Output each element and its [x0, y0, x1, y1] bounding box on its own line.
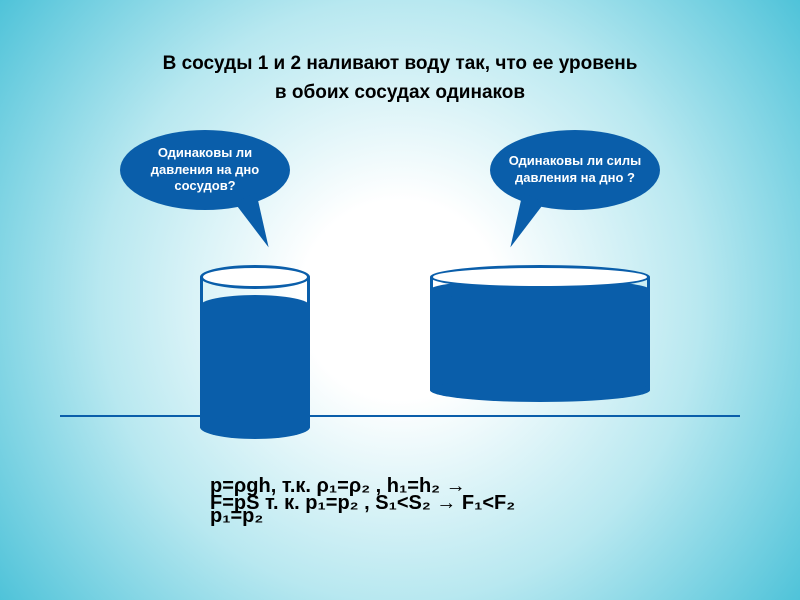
title-line-1: В сосуды 1 и 2 наливают воду так, что ее… — [163, 53, 638, 74]
vessel-1-base — [200, 415, 310, 439]
bubble-right-text: Одинаковы ли силы давления на дно ? — [500, 153, 650, 187]
ground-line — [60, 415, 740, 417]
vessel-1-water-surface — [200, 295, 310, 317]
vessel-1-rim — [200, 265, 310, 289]
title-line-2: в обоих сосудах одинаков — [275, 82, 525, 103]
vessel-1 — [200, 265, 310, 439]
bubble-tail-left — [235, 193, 280, 253]
speech-bubble-force: Одинаковы ли силы давления на дно ? — [490, 130, 660, 210]
vessel-2-rim — [430, 265, 650, 289]
formula-conclusion: p₁=p₂ — [210, 505, 263, 528]
bubble-left-text: Одинаковы ли давления на дно сосудов? — [130, 145, 280, 196]
vessel-2-base — [430, 378, 650, 402]
slide-title: В сосуды 1 и 2 наливают воду так, что ее… — [0, 50, 800, 107]
vessel-2-body — [430, 277, 650, 390]
vessel-2 — [430, 265, 650, 402]
speech-bubble-pressure: Одинаковы ли давления на дно сосудов? — [120, 130, 290, 210]
bubble-tail-right — [500, 193, 545, 253]
vessel-1-body — [200, 277, 310, 427]
